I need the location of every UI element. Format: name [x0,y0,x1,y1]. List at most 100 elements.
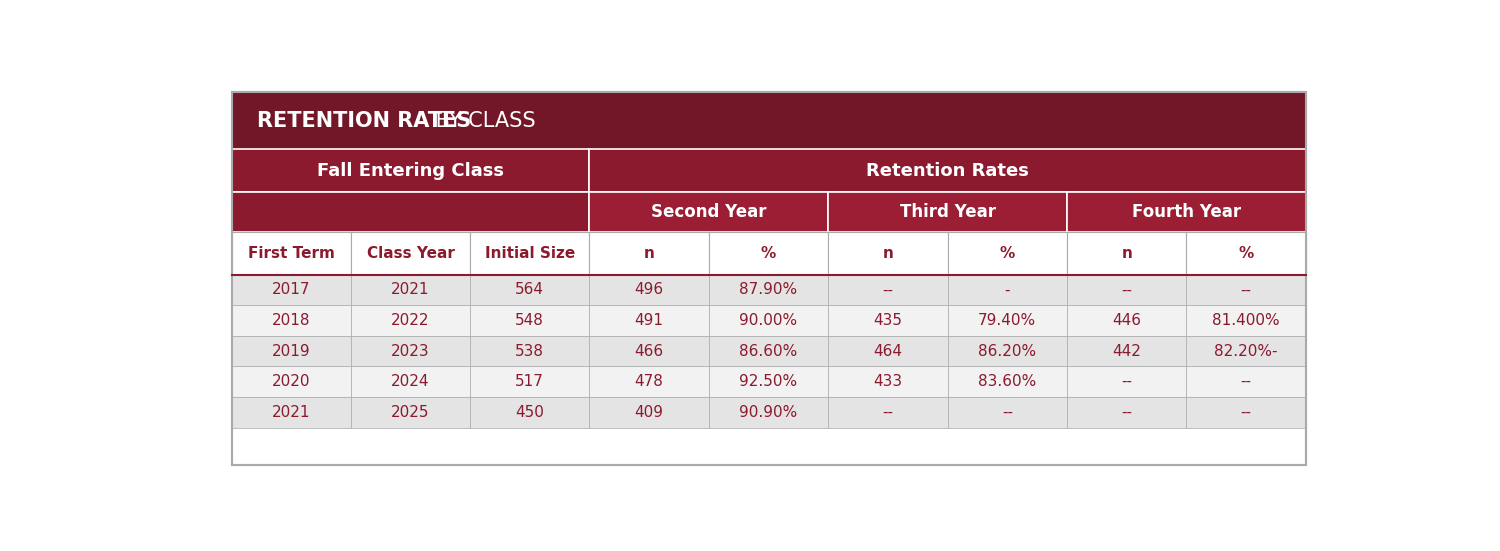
Text: First Term: First Term [248,246,334,261]
Text: 90.00%: 90.00% [740,313,798,328]
Text: Fall Entering Class: Fall Entering Class [316,162,504,180]
Text: 2022: 2022 [392,313,430,328]
Text: --: -- [1240,405,1251,420]
Bar [590,397,710,428]
Text: 87.90%: 87.90% [740,282,798,298]
Text: 2018: 2018 [272,313,310,328]
Bar [231,274,351,305]
Bar [231,91,1306,149]
Bar [231,91,1306,465]
Text: --: -- [882,282,894,298]
Bar [948,231,1066,274]
Text: --: -- [1240,282,1251,298]
Text: 409: 409 [634,405,663,420]
Bar [948,397,1066,428]
Bar [231,336,351,366]
Bar [828,274,948,305]
Bar [1066,336,1186,366]
Bar [710,231,828,274]
Bar [948,305,1066,336]
Bar [1066,192,1306,231]
Bar [470,274,590,305]
Text: n: n [882,246,894,261]
Bar [590,274,710,305]
Text: RETENTION RATES: RETENTION RATES [258,111,471,131]
Bar [351,274,470,305]
Bar [710,274,828,305]
Text: %: % [1239,246,1254,261]
Bar [1186,231,1306,274]
Text: n: n [1122,246,1132,261]
Text: --: -- [1120,374,1132,389]
Text: 2025: 2025 [392,405,430,420]
Text: 491: 491 [634,313,663,328]
Bar [351,336,470,366]
Bar [710,397,828,428]
Bar [828,231,948,274]
Text: 446: 446 [1112,313,1142,328]
Bar [231,366,351,397]
Text: 538: 538 [516,344,544,359]
Text: 82.20%-: 82.20%- [1215,344,1278,359]
Text: 79.40%: 79.40% [978,313,1036,328]
Bar [948,366,1066,397]
Bar [231,192,590,231]
Text: Initial Size: Initial Size [484,246,574,261]
Bar [828,366,948,397]
Bar [470,305,590,336]
Bar [231,305,351,336]
Text: 435: 435 [873,313,903,328]
Bar [710,336,828,366]
Text: BY CLASS: BY CLASS [429,111,536,131]
Bar [828,192,1066,231]
Bar [590,192,828,231]
Text: 517: 517 [516,374,544,389]
Text: n: n [644,246,654,261]
Text: --: -- [1240,374,1251,389]
Bar [351,305,470,336]
Text: 2023: 2023 [392,344,430,359]
Text: 564: 564 [516,282,544,298]
Bar [710,305,828,336]
Text: Third Year: Third Year [900,203,996,221]
Text: 92.50%: 92.50% [740,374,798,389]
Text: --: -- [1002,405,1013,420]
Text: 548: 548 [516,313,544,328]
Text: 466: 466 [634,344,663,359]
Bar [231,397,351,428]
Bar [470,397,590,428]
Text: 2024: 2024 [392,374,430,389]
Bar [351,397,470,428]
Bar [590,366,710,397]
Bar [710,366,828,397]
Bar [590,231,710,274]
Bar [351,366,470,397]
Text: 496: 496 [634,282,663,298]
Text: 464: 464 [873,344,903,359]
Text: -: - [1005,282,1010,298]
Bar [1066,366,1186,397]
Bar [470,336,590,366]
Bar [1066,274,1186,305]
Bar [1066,231,1186,274]
Bar [828,336,948,366]
Bar [1186,305,1306,336]
Bar [470,231,590,274]
Bar [1066,397,1186,428]
Text: 433: 433 [873,374,903,389]
Bar [470,366,590,397]
Bar [1186,336,1306,366]
Text: 86.20%: 86.20% [978,344,1036,359]
Text: 2019: 2019 [272,344,310,359]
Text: 90.90%: 90.90% [740,405,798,420]
Bar [231,149,590,192]
Text: 2021: 2021 [392,282,430,298]
Text: --: -- [882,405,894,420]
Bar [1066,305,1186,336]
Text: 478: 478 [634,374,663,389]
Bar [231,231,351,274]
Text: 83.60%: 83.60% [978,374,1036,389]
Text: 450: 450 [516,405,544,420]
Text: %: % [999,246,1016,261]
Bar [590,305,710,336]
